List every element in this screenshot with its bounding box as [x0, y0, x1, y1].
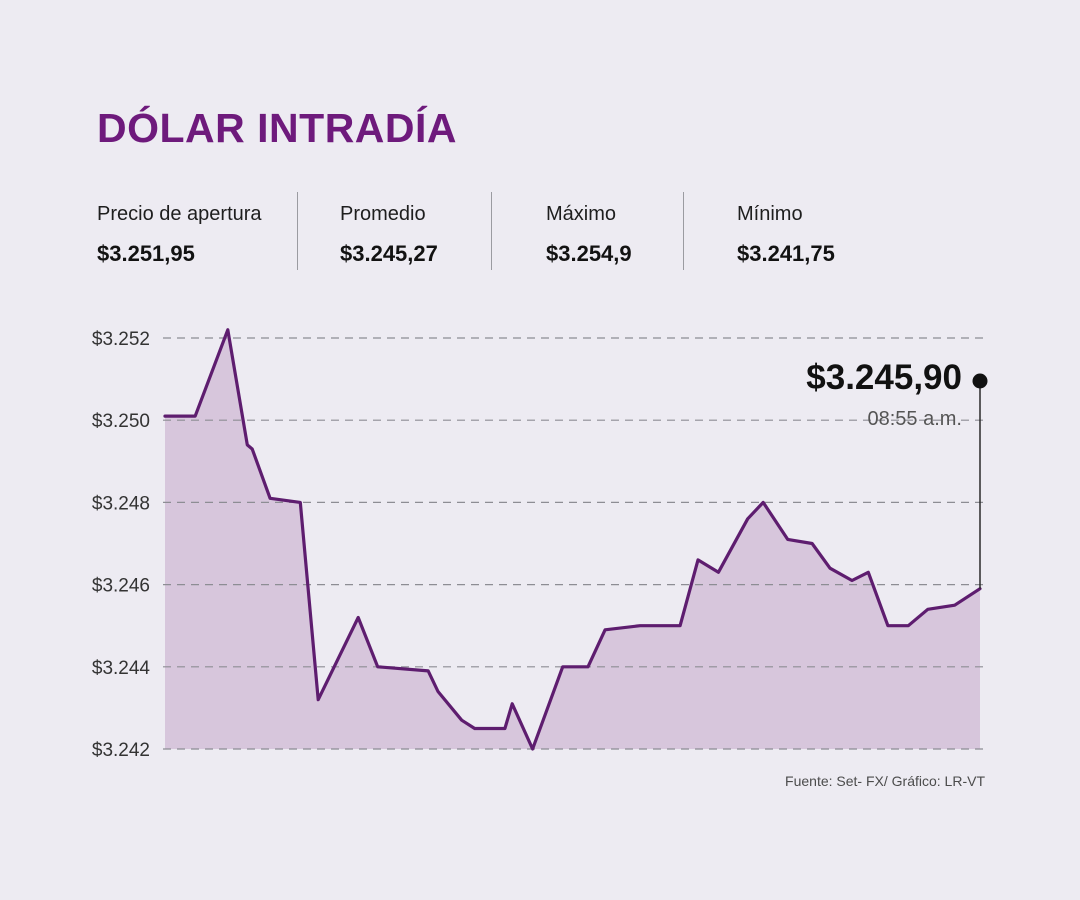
stat-label: Máximo	[546, 203, 617, 225]
stat-divider	[297, 192, 298, 270]
source-credit: Fuente: Set- FX/ Gráfico: LR-VT	[785, 773, 985, 789]
page-title: DÓLAR INTRADÍA	[97, 105, 458, 151]
stat-value: $3.245,27	[340, 241, 438, 266]
stat-divider	[683, 192, 684, 270]
stat-minimum: Mínimo $3.241,75	[737, 203, 835, 267]
stat-value: $3.241,75	[737, 241, 835, 266]
stat-label: Promedio	[340, 203, 426, 225]
stat-label: Precio de apertura	[97, 203, 262, 225]
y-axis-label: $3.244	[92, 658, 151, 679]
y-axis-label: $3.246	[92, 576, 150, 597]
y-axis-label: $3.252	[92, 329, 150, 350]
y-axis-label: $3.250	[92, 411, 150, 432]
last-price-time: 08:55 a.m.	[867, 408, 962, 430]
stat-divider	[491, 192, 492, 270]
stat-average: Promedio $3.245,27	[340, 203, 438, 267]
stat-value: $3.254,9	[546, 241, 632, 266]
y-axis-label: $3.248	[92, 493, 150, 514]
last-price-value: $3.245,90	[806, 358, 962, 397]
stat-opening-price: Precio de apertura $3.251,95	[97, 203, 262, 267]
last-point-dot	[972, 373, 988, 389]
stat-label: Mínimo	[737, 203, 803, 225]
stat-maximum: Máximo $3.254,9	[546, 203, 632, 267]
last-price-annotation: $3.245,90 08:55 a.m.	[806, 360, 962, 431]
y-axis-label: $3.242	[92, 740, 150, 761]
price-line	[163, 328, 982, 751]
stat-value: $3.251,95	[97, 241, 195, 266]
